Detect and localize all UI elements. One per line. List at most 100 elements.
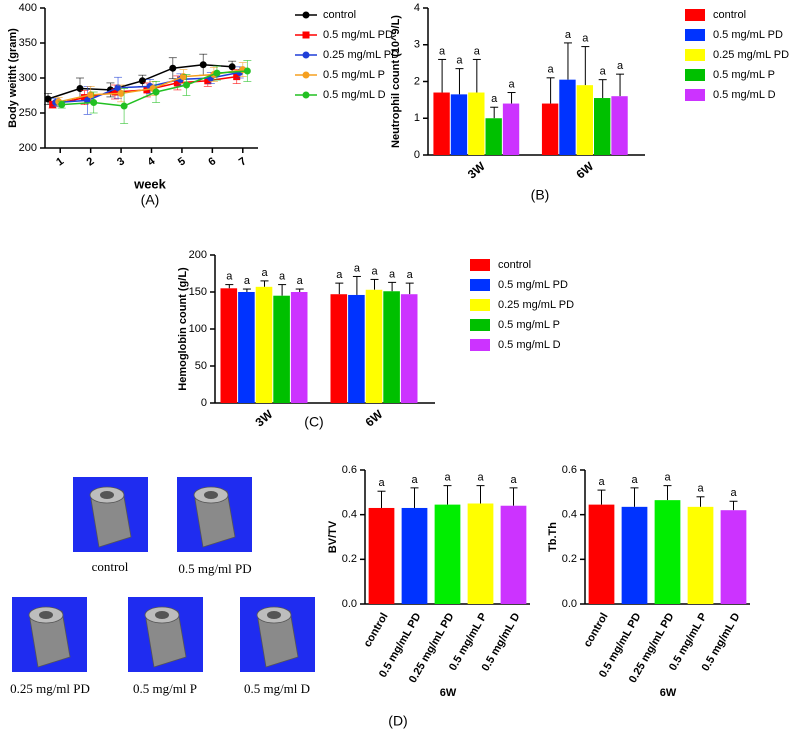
bar	[400, 294, 418, 403]
bar	[434, 504, 461, 604]
significance-letter: a	[389, 268, 396, 280]
significance-letter: a	[226, 271, 233, 283]
y-tick-label: 0	[414, 149, 420, 161]
legend-swatch	[685, 9, 705, 21]
x-tick-label: 2	[85, 155, 97, 168]
x-tick-label: 6W	[573, 159, 596, 182]
y-tick-label: 100	[189, 323, 207, 335]
point	[49, 101, 57, 109]
significance-letter: a	[456, 55, 463, 67]
significance-letter: a	[617, 60, 624, 72]
significance-letter: a	[336, 269, 343, 281]
significance-letter: a	[565, 29, 572, 41]
legend-label: 0.25 mg/mL PD	[713, 49, 789, 61]
legend-swatch	[685, 89, 705, 101]
legend-label: 0.5 mg/mL P	[713, 69, 775, 81]
bar	[220, 288, 238, 403]
x-tick-label: control	[362, 611, 391, 649]
point	[182, 81, 190, 89]
legend-marker	[302, 11, 310, 19]
significance-letter: a	[354, 262, 361, 274]
significance-letter: a	[474, 45, 481, 57]
x-tick-label: 3W	[253, 407, 276, 430]
point	[90, 99, 98, 106]
y-tick-label: 150	[189, 286, 207, 298]
legend-label: 0.5 mg/mL D	[323, 89, 386, 101]
point	[81, 94, 89, 102]
specimen-canal	[39, 611, 53, 619]
bar	[467, 503, 494, 604]
legend-label: 0.5 mg/mL PD	[323, 29, 393, 41]
point	[114, 84, 122, 92]
legend-label: control	[713, 9, 746, 21]
point	[213, 69, 221, 77]
bar	[368, 507, 395, 604]
x-tick-label: 3	[115, 155, 127, 168]
significance-letter: a	[600, 66, 607, 78]
legend-marker	[302, 31, 310, 39]
significance-letter: a	[261, 267, 268, 279]
y-tick-label: 0.2	[562, 553, 577, 565]
point	[152, 88, 160, 96]
y-tick-label: 0.6	[562, 464, 577, 476]
bar	[383, 291, 400, 403]
y-tick-label: 50	[195, 360, 207, 372]
significance-letter: a	[407, 269, 414, 281]
bar	[654, 500, 681, 604]
bar	[255, 286, 273, 403]
bar	[576, 85, 594, 155]
bar	[559, 79, 576, 155]
panel-label: (C)	[304, 414, 323, 430]
x-tick-label: 5	[176, 155, 188, 168]
y-tick-label: 1	[414, 112, 420, 124]
significance-letter: a	[371, 265, 378, 277]
bar	[450, 94, 468, 155]
significance-letter: a	[582, 32, 589, 44]
legend-label: 0.5 mg/mL P	[498, 319, 560, 331]
legend-label: 0.25 mg/mL PD	[498, 299, 574, 311]
y-tick-label: 400	[19, 2, 37, 14]
legend-swatch	[685, 29, 705, 41]
bar	[238, 292, 255, 403]
bar	[687, 506, 714, 604]
legend-label: control	[323, 9, 356, 21]
bar	[720, 510, 747, 604]
point	[169, 64, 177, 72]
x-axis-label: 6W	[660, 687, 677, 699]
y-tick-label: 4	[414, 2, 420, 14]
significance-letter: a	[697, 483, 704, 495]
bar	[500, 505, 527, 604]
y-tick-label: 300	[19, 72, 37, 84]
bar	[468, 92, 485, 155]
y-tick-label: 0.2	[342, 553, 357, 565]
legend-swatch	[470, 299, 490, 311]
significance-letter: a	[664, 472, 671, 484]
significance-letter: a	[244, 275, 251, 287]
legend-label: 0.25 mg/mL PD	[323, 49, 399, 61]
point	[117, 89, 125, 97]
bar	[290, 292, 308, 403]
bar	[502, 103, 520, 155]
specimen-canal	[155, 611, 169, 619]
y-tick-label: 350	[19, 37, 37, 49]
legend-marker	[302, 91, 310, 99]
point	[111, 88, 119, 96]
legend-swatch	[685, 69, 705, 81]
x-axis-label: 6W	[440, 687, 457, 699]
point	[87, 91, 95, 99]
significance-letter: a	[631, 474, 638, 486]
legend-label: control	[498, 259, 531, 271]
x-tick-label: 3W	[465, 159, 488, 182]
significance-letter: a	[548, 64, 555, 76]
legend-swatch	[470, 339, 490, 351]
y-tick-label: 0.4	[562, 509, 577, 521]
specimen-label: 0.5 mg/ml P	[133, 681, 197, 696]
point	[228, 63, 236, 71]
bar	[588, 504, 615, 604]
y-axis-label: Hemoglobin count (g/L)	[177, 267, 189, 391]
y-tick-label: 0.0	[342, 598, 357, 610]
bar	[433, 92, 450, 155]
bar	[594, 98, 611, 155]
x-tick-label: 1	[54, 155, 66, 168]
point	[233, 73, 241, 81]
